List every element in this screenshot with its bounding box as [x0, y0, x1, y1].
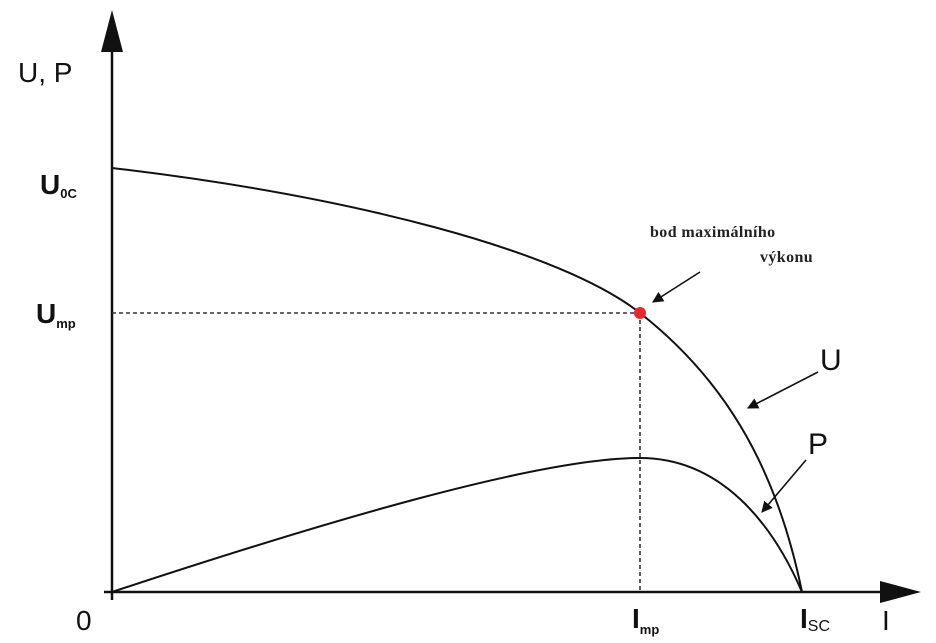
y-tick-uoc-subscript: 0C — [60, 186, 77, 201]
x-tick-isc-subscript: SC — [808, 618, 830, 635]
max-power-point-marker — [634, 307, 646, 319]
y-axis-label: U, P — [18, 57, 72, 88]
annotation-line-2: výkonu — [760, 249, 813, 266]
x-axis-label: I — [882, 605, 890, 636]
power-curve-pointer-arrow — [761, 459, 807, 513]
y-tick-open-circuit-voltage: U0C — [40, 169, 77, 201]
x-tick-short-circuit-current: ISC — [800, 603, 830, 635]
annotation-line-1: bod maximálního — [650, 224, 776, 241]
x-tick-max-power-current: Imp — [632, 603, 659, 637]
origin-label: 0 — [76, 605, 92, 636]
power-curve-label: P — [808, 428, 828, 461]
y-tick-max-power-voltage: Ump — [36, 298, 76, 331]
y-tick-ump-symbol: U — [36, 298, 56, 329]
y-axis-arrowhead — [101, 10, 123, 52]
y-tick-ump-subscript: mp — [56, 316, 76, 331]
power-curve — [111, 456, 803, 593]
x-tick-imp-subscript: mp — [640, 622, 660, 637]
voltage-curve — [111, 167, 803, 593]
annotation-pointer-arrow — [652, 271, 701, 303]
x-axis-arrowhead — [880, 581, 921, 603]
y-tick-uoc-symbol: U — [40, 169, 60, 200]
x-tick-imp-symbol: I — [632, 603, 640, 634]
voltage-curve-pointer-arrow — [747, 371, 819, 409]
voltage-curve-label: U — [820, 344, 842, 377]
x-tick-isc-symbol: I — [800, 603, 808, 634]
